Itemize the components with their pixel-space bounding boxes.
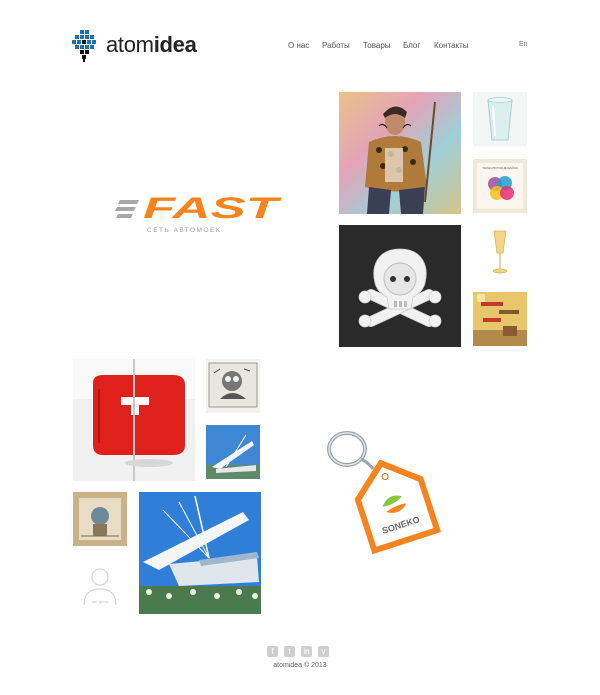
shelf-interior-tile[interactable] [473, 292, 527, 346]
fast-logo-tile[interactable]: FAST СЕТЬ АВТОМОЕК [115, 190, 285, 240]
logo[interactable]: atomidea [70, 28, 197, 62]
twitter-icon[interactable]: t [284, 646, 295, 657]
language-switch[interactable]: En [519, 41, 528, 48]
red-bag-tile[interactable] [73, 359, 195, 481]
color-card-tile[interactable]: ТЕХНОЛОГИЯ ДИЗАЙНА [473, 159, 527, 213]
logo-text-bold: idea [153, 32, 197, 57]
vk-icon[interactable]: v [318, 646, 329, 657]
color-card-title: ТЕХНОЛОГИЯ ДИЗАЙНА [482, 166, 518, 170]
character-sketch-tile[interactable] [206, 359, 260, 413]
nav-contacts[interactable]: Контакты [434, 41, 469, 50]
fast-tagline: СЕТЬ АВТОМОЕК [147, 227, 221, 234]
museum-building-large-tile[interactable] [139, 492, 261, 614]
instagram-icon[interactable]: in [301, 646, 312, 657]
interior-photo-tile[interactable] [73, 492, 127, 546]
fast-word: FAST [143, 192, 283, 225]
portrait-artwork-tile[interactable] [339, 92, 461, 214]
soneko-keychain-tile[interactable]: SONEKO [323, 425, 445, 555]
skull-socket-tile[interactable] [339, 225, 461, 347]
champagne-glass-tile[interactable] [473, 225, 527, 279]
facebook-icon[interactable]: f [267, 646, 278, 657]
nav-works[interactable]: Работы [322, 41, 350, 50]
logo-text-light: atom [106, 32, 154, 57]
no-photo-label: нет фото [92, 599, 109, 604]
nav-blog[interactable]: Блог [403, 41, 421, 50]
nav-about[interactable]: О нас [288, 41, 310, 50]
no-photo-placeholder[interactable]: нет фото [73, 559, 127, 613]
museum-building-small-tile[interactable] [206, 425, 260, 479]
nav-products[interactable]: Товары [363, 41, 391, 50]
logo-text: atomidea [106, 32, 197, 58]
copyright: atomidea © 2013 [273, 662, 327, 669]
atom-logo-icon [70, 28, 98, 62]
glass-product-tile[interactable] [473, 92, 527, 146]
